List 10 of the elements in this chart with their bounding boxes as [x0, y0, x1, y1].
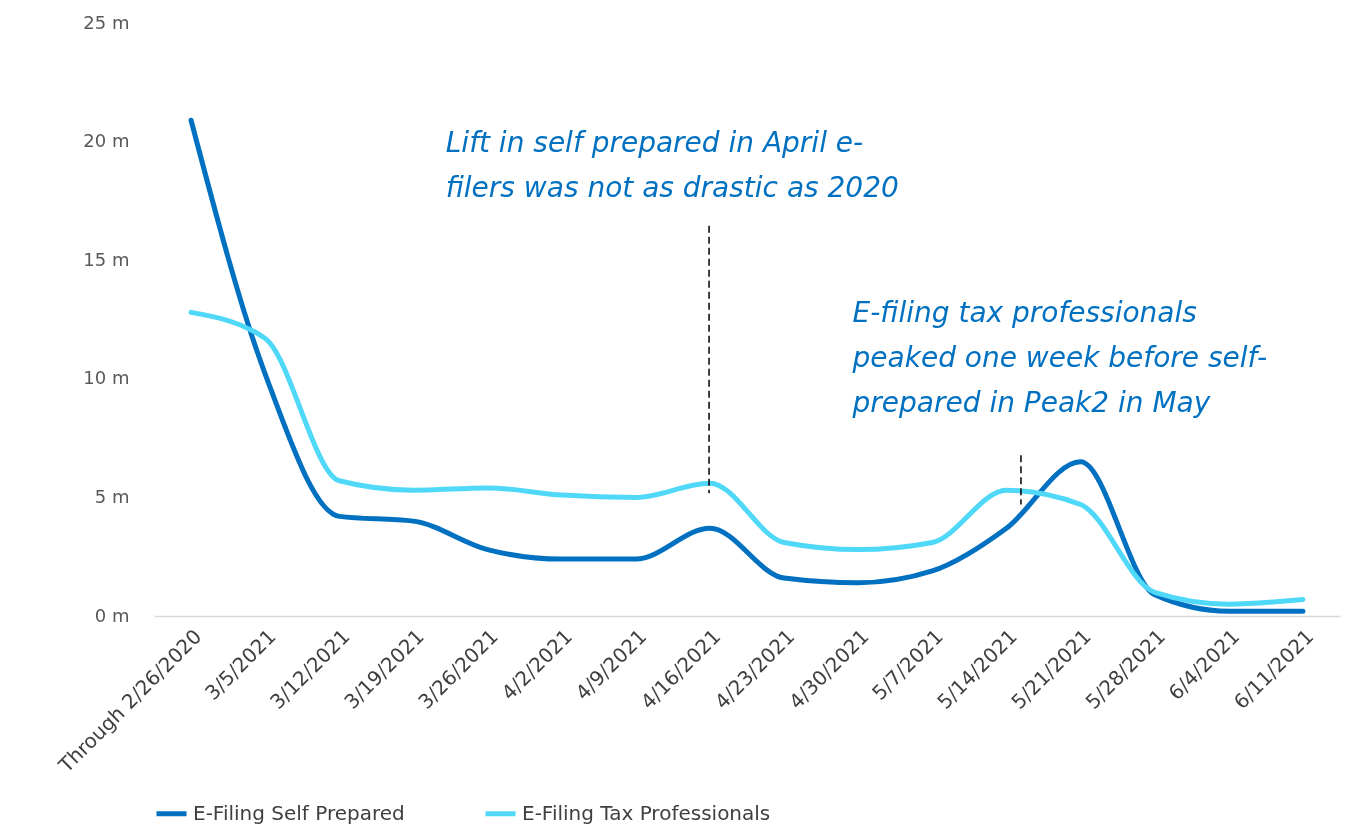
y-tick-label: 5 m: [94, 485, 130, 507]
y-tick-label: 10 m: [83, 367, 130, 389]
legend-label: E-Filing Tax Professionals: [522, 800, 771, 825]
annotation: Lift in self prepared in April e-filers was not as drastic as 2020: [445, 125, 899, 204]
legend-label: E-Filing Self Prepared: [193, 800, 405, 825]
y-tick-label: 20 m: [83, 130, 130, 152]
y-tick-label: 25 m: [83, 11, 130, 33]
y-tick-label: 0 m: [94, 604, 130, 626]
annotation: E-filing tax professionals peaked one week before self-prepared in Peak2 in May: [851, 296, 1267, 420]
y-tick-label: 15 m: [83, 248, 130, 270]
